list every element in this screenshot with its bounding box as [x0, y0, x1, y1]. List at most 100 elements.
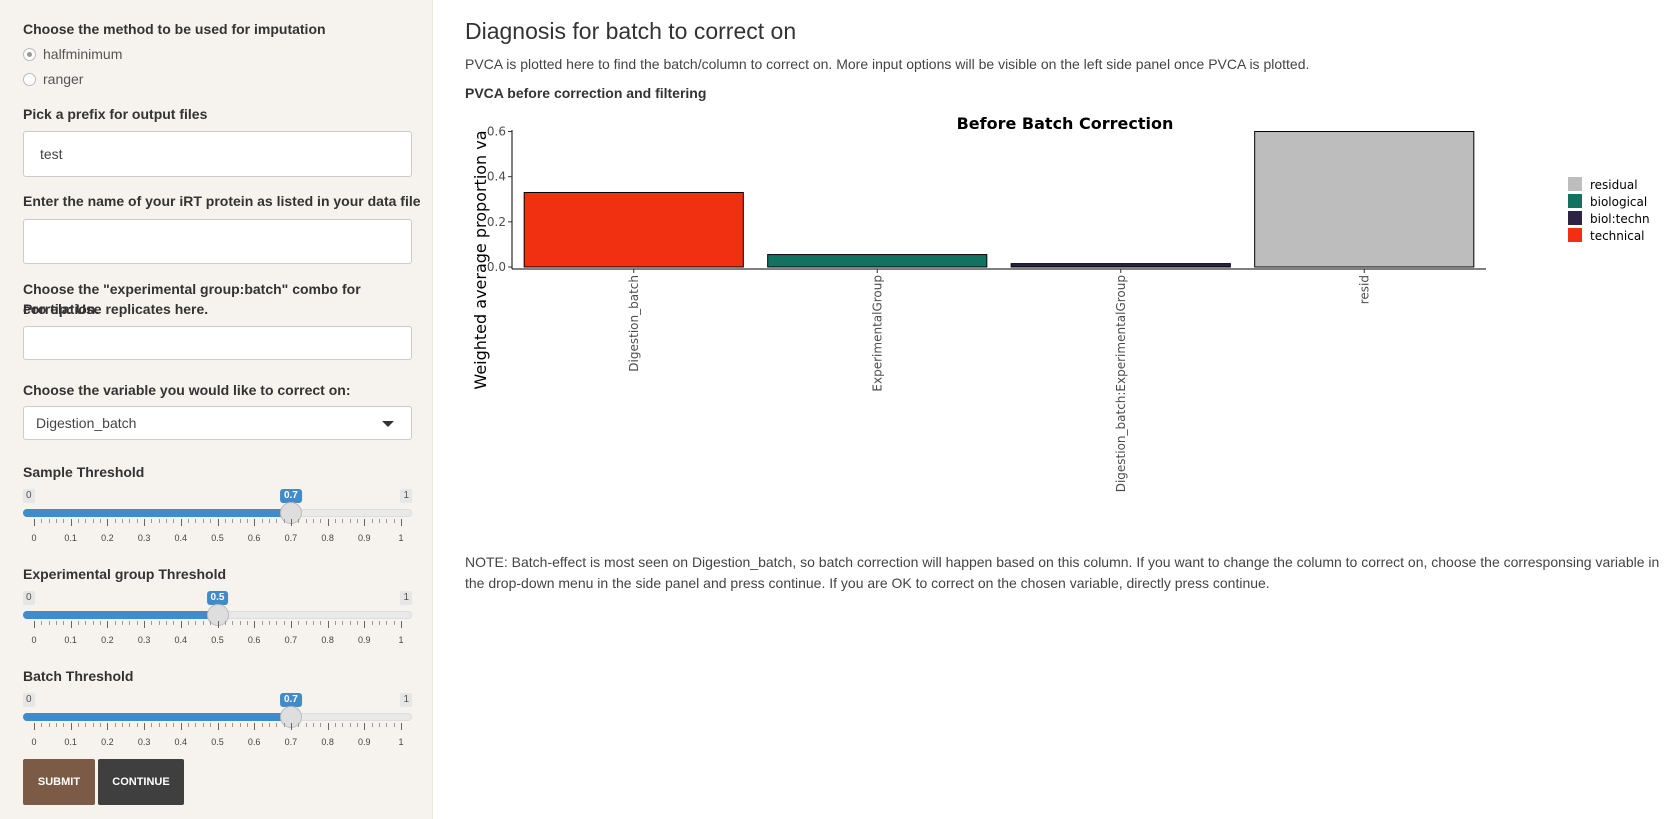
correct-var-label: Choose the variable you would like to co…	[23, 382, 351, 398]
slider-tick	[210, 621, 212, 625]
radio-halfminimum[interactable]: halfminimum	[23, 46, 122, 62]
slider-tick	[63, 519, 65, 523]
prefix-input[interactable]: test	[23, 131, 412, 177]
slider-max-label: 1	[400, 693, 412, 707]
slider-tick	[195, 621, 197, 625]
slider-tick	[180, 723, 182, 730]
slider-tick	[268, 621, 270, 625]
slider-tick	[298, 723, 300, 727]
slider-tick-label: 0.3	[137, 737, 151, 747]
combo-input[interactable]	[23, 326, 412, 360]
slider-tick	[151, 519, 153, 523]
slider-tick	[151, 723, 153, 727]
y-tick-label: 0.4	[487, 170, 506, 184]
legend-swatch	[1568, 228, 1582, 242]
slider-tick	[246, 519, 248, 523]
slider-tick	[224, 723, 226, 727]
slider-value-label: 0.7	[279, 693, 302, 707]
slider-tick	[401, 519, 402, 526]
slider-tick	[56, 621, 58, 625]
slider-tick	[364, 519, 366, 526]
slider-tick	[180, 621, 182, 628]
continue-button[interactable]: CONTINUE	[98, 759, 184, 805]
slider-tick	[224, 621, 226, 625]
irt-label: Enter the name of your iRT protein as li…	[23, 193, 421, 209]
slider-tick	[393, 723, 395, 727]
slider-tick	[78, 723, 80, 727]
slider-tick	[401, 723, 402, 730]
slider-tick-label: 1	[398, 737, 404, 747]
slider-tick	[356, 723, 358, 727]
slider-tick	[48, 519, 50, 523]
prefix-label: Pick a prefix for output files	[23, 106, 208, 122]
slider-tick	[114, 519, 116, 523]
slider-fill	[23, 713, 291, 721]
slider-min-label: 0	[23, 489, 35, 503]
submit-button[interactable]: SUBMIT	[23, 759, 95, 805]
slider-tick	[239, 519, 241, 523]
slider-tick	[202, 519, 204, 523]
slider-tick-label: 0.8	[321, 635, 334, 645]
slider-tick-label: 0.3	[137, 533, 151, 543]
slider-tick	[386, 621, 388, 625]
slider-tick	[114, 621, 116, 625]
slider-tick	[320, 621, 322, 625]
slider-tick	[158, 723, 160, 727]
slider-tick	[349, 621, 351, 625]
slider-tick	[232, 621, 234, 625]
slider-tick	[312, 519, 314, 523]
legend-swatch	[1568, 177, 1582, 191]
slider-tick	[378, 519, 380, 523]
slider-tick	[166, 621, 168, 625]
slider-tick	[92, 519, 94, 523]
slider-tick-label: 0.6	[247, 737, 261, 747]
legend-label: biol:techn	[1590, 212, 1650, 226]
x-tick-label: Digestion_batch:ExperimentalGroup	[1114, 275, 1128, 492]
slider-tick	[261, 723, 263, 727]
correct-var-select[interactable]: Digestion_batch	[23, 406, 412, 440]
combo-tip: Pro tip: Use replicates here.	[23, 301, 209, 317]
irt-input[interactable]	[23, 219, 412, 264]
slider-tick-label: 0	[31, 533, 37, 543]
radio-ranger[interactable]: ranger	[23, 71, 83, 87]
slider-tick	[290, 621, 292, 628]
slider-tick	[268, 519, 270, 523]
slider-tick	[290, 519, 292, 526]
slider-tick	[100, 621, 102, 625]
slider-tick-label: 0.2	[101, 635, 114, 645]
slider-tick	[70, 621, 72, 628]
sample-threshold-slider[interactable]: 0 1 0.7 0 0.1 0.2 0.3 0.4 0.5 0.6 0.7 0.8 0.9 1	[23, 489, 412, 549]
slider-tick	[276, 519, 278, 523]
expgroup-threshold-slider[interactable]: 0 1 0.5 0 0.1 0.2 0.3 0.4 0.5 0.6 0.7 0.8 0.9 1	[23, 591, 412, 651]
slider-tick	[298, 621, 300, 625]
slider-tick	[356, 621, 358, 625]
slider-tick	[254, 519, 256, 526]
slider-tick	[195, 723, 197, 727]
slider-tick	[334, 519, 336, 523]
legend-label: biological	[1590, 195, 1647, 209]
slider-tick	[144, 723, 146, 730]
correct-var-value: Digestion_batch	[36, 415, 137, 431]
slider-tick-label: 0.7	[284, 533, 298, 543]
slider-tick	[349, 723, 351, 727]
slider-tick-label: 0.7	[284, 737, 298, 747]
slider-tick	[276, 621, 278, 625]
slider-tick	[268, 723, 270, 727]
plot-heading: PVCA before correction and filtering	[465, 85, 707, 101]
slider-tick	[41, 519, 43, 523]
y-tick-label: 0.6	[487, 125, 506, 139]
radio-button-icon[interactable]	[23, 47, 36, 61]
slider-tick	[210, 723, 212, 727]
page-title: Diagnosis for batch to correct on	[465, 18, 797, 44]
slider-tick	[188, 723, 190, 727]
slider-tick	[85, 621, 87, 625]
slider-tick	[122, 621, 124, 625]
legend-swatch	[1568, 194, 1582, 208]
pvca-chart: Before Batch Correction Weighted average…	[471, 114, 1650, 492]
slider-tick-label: 0.7	[284, 635, 298, 645]
slider-tick	[166, 519, 168, 523]
slider-tick	[114, 723, 116, 727]
batch-threshold-slider[interactable]: 0 1 0.7 0 0.1 0.2 0.3 0.4 0.5 0.6 0.7 0.8 0.9 1	[23, 693, 412, 753]
slider-tick	[342, 621, 344, 625]
radio-button-icon[interactable]	[23, 72, 36, 86]
